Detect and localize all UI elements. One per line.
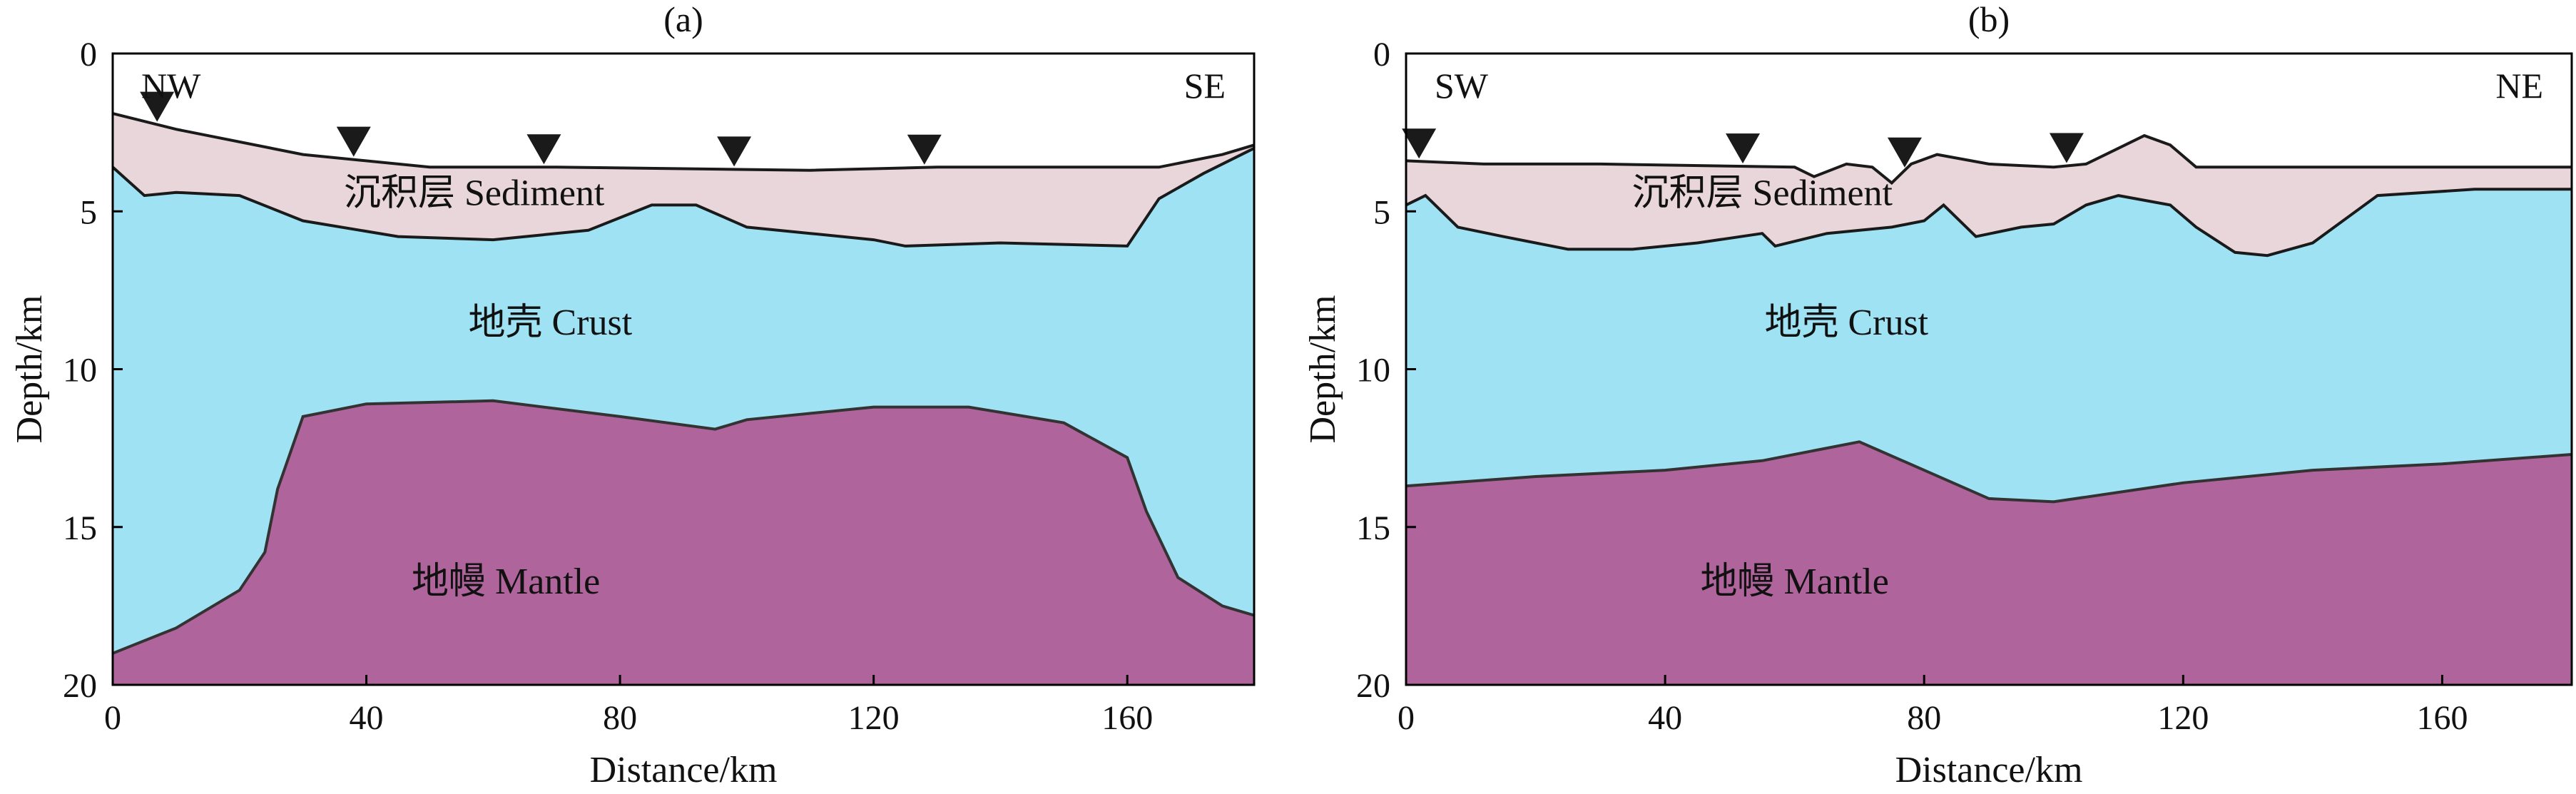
direction-right: SE [1184, 66, 1226, 106]
station-marker [1402, 128, 1437, 159]
station-marker [336, 126, 371, 157]
water-layer [113, 54, 1254, 170]
x-tick-label: 120 [848, 699, 900, 737]
panel-a: 0 40 80 120 160 0 5 10 15 20 Distance/km Depth/km (a… [9, 0, 1256, 790]
mantle-layer [1406, 442, 2572, 685]
panel-label: (a) [663, 0, 703, 39]
panel-b: 0 40 80 120 160 0 5 10 15 20 Distance/km Depth/km (b… [1303, 0, 2573, 790]
direction-left: SW [1435, 66, 1489, 106]
y-tick-label: 20 [1356, 667, 1390, 705]
x-tick-label: 120 [2157, 699, 2209, 737]
sediment-layer [113, 113, 1254, 246]
moho-line [1405, 440, 2572, 504]
moho-line [112, 399, 1255, 655]
mantle-layer [113, 400, 1254, 685]
mantle-label: 地幔 Mantle [1701, 561, 1889, 602]
y-tick-label: 5 [1373, 193, 1390, 231]
water-layer [1406, 54, 2572, 183]
x-tick-label: 40 [1648, 699, 1682, 737]
panel-label: (b) [1968, 0, 2010, 39]
station-marker [526, 134, 561, 165]
basement-line [1405, 188, 2572, 258]
direction-right: NE [2495, 66, 2543, 106]
seafloor-line [112, 112, 1255, 172]
x-tick-label: 40 [350, 699, 384, 737]
y-axis-label: Depth/km [1303, 295, 1343, 444]
y-tick-label: 0 [80, 36, 97, 73]
seafloor-line [1405, 133, 2572, 185]
basement-line [111, 147, 1255, 248]
y-tick-label: 15 [1356, 509, 1390, 547]
y-tick-label: 10 [1356, 352, 1390, 390]
y-axis-label: Depth/km [9, 295, 50, 444]
x-tick-label: 80 [1907, 699, 1941, 737]
station-marker [1887, 137, 1922, 168]
y-tick-label: 0 [1373, 36, 1390, 73]
x-tick-label: 160 [2416, 699, 2468, 737]
crust-label: 地壳 Crust [1764, 302, 1928, 343]
mantle-label: 地幔 Mantle [412, 561, 600, 602]
station-marker [717, 136, 752, 167]
station-marker [2049, 133, 2084, 163]
x-tick-label: 160 [1101, 699, 1153, 737]
x-tick-label: 0 [104, 699, 121, 737]
x-axis-label: Distance/km [590, 750, 778, 790]
direction-left: NW [141, 66, 201, 106]
x-tick-label: 0 [1398, 699, 1415, 737]
y-tick-label: 20 [63, 667, 97, 705]
x-axis-label: Distance/km [1895, 750, 2083, 790]
x-tick-label: 80 [603, 699, 637, 737]
y-tick-label: 10 [63, 352, 97, 390]
station-marker [1726, 133, 1761, 164]
y-tick-label: 15 [63, 509, 97, 547]
sediment-label: 沉积层 Sediment [1632, 173, 1893, 214]
crust-label: 地壳 Crust [468, 302, 632, 343]
y-tick-label: 5 [80, 193, 97, 231]
sediment-label: 沉积层 Sediment [344, 173, 605, 214]
station-marker [907, 134, 942, 165]
station-marker [140, 91, 175, 122]
